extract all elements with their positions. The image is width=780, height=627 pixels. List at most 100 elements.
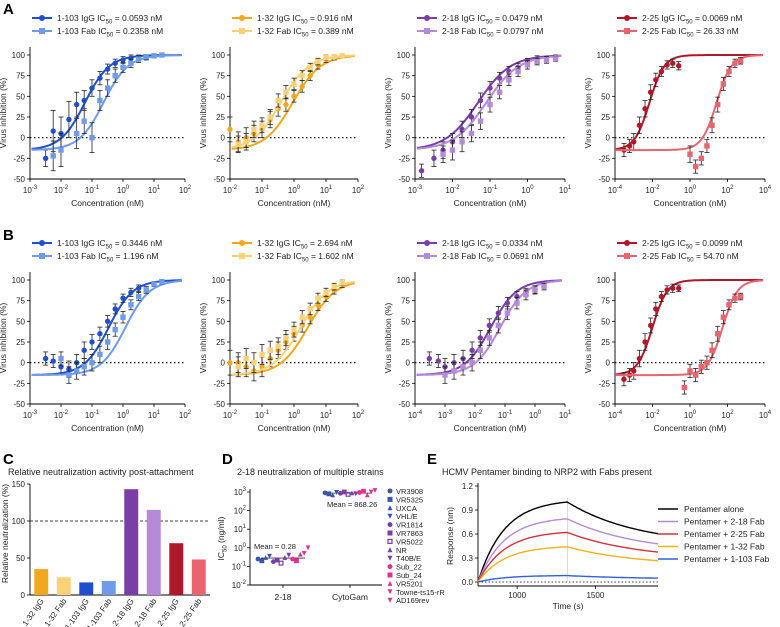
dose-a-1-series-1-legend-sub: 50 [302,33,309,39]
dose-b-0-ytick-label: 50 [16,317,25,326]
dose-b-2-series-0-legend-sub: 50 [486,245,493,251]
dose-a-3-ytick-label: -25 [598,154,610,163]
dose-a-0-xtick-label: 10-3 [23,185,38,195]
dose-a-2-series-0-legend-value: = 0.0479 nM [493,13,543,23]
panel-e-legend-label: Pentamer + 1-32 Fab [684,542,765,552]
dose-b-0-series-1-point [81,364,87,370]
dose-b-1-xlabel: Concentration (nM) [258,423,331,433]
dose-a-2-series-1-point [449,147,456,153]
dose-b-0-series-0-legend-marker [39,240,45,246]
dose-a-1-series-1-legend-value: = 0.389 nM [309,26,354,36]
dose-b-0-series-0-legend-sub: 50 [106,245,113,251]
dose-a-1-series-1-point [339,53,345,59]
panel-c-ytick-label: 0 [21,591,26,600]
dose-b-1-xtick-label: 10-1 [255,410,270,420]
dose-b-3-series-1-point [698,364,704,370]
panel-c-ytick-label: 150 [12,480,26,489]
dose-b-2-xtick-label: 10-3 [438,410,453,420]
dose-a-2-series-1-legend-value: = 0.0797 nM [494,26,544,36]
dose-a-3-series-1-point [709,122,715,128]
dose-b-3-series-1-point [726,302,732,308]
dose-a-1-xtick-label-exp: -1 [264,185,270,191]
dose-a-0-series-1-point [58,147,64,153]
dose-a-0-series-1-point [112,72,118,79]
dose-a-2-ytick-label: 100 [397,51,411,60]
panel-e-xtick-label: 1000 [508,591,526,600]
dose-a-0-xtick-label-exp: -2 [63,185,69,191]
dose-a-2-series-1-point [496,89,503,95]
dose-a-0-series-1-point [128,60,134,66]
dose-b-1-xtick-label: 100 [288,410,301,420]
dose-a-1-series-1-point [323,54,329,61]
dose-a-0-series-0-point [89,85,95,91]
dose-a-0-series-1-legend-label: 1-103 Fab IC50 = 0.2358 nM [57,26,163,39]
dose-a-3-series-0-point [636,122,643,128]
dose-b-0-series-1-point [143,287,149,293]
dose-b-0-series-0-legend-value: = 0.3446 nM [112,238,162,248]
dose-a-1-series-1-point [291,81,297,87]
dose-a-1-series-1-point [251,126,257,133]
panel-letter-b: B [3,227,14,244]
panel-d-legend-label: VR1814 [396,521,423,530]
panel-d-legend-marker [387,513,393,519]
dose-a-0-xtick-label-exp: -1 [94,185,100,191]
panel-e-legend-label: Pentamer + 2-18 Fab [684,517,765,527]
dose-a-0-series-1-point [50,153,56,159]
dose-b-0-xtick-label: 101 [148,410,161,420]
dose-a-1-xtick-label: 102 [352,185,365,195]
dose-a-0-xlabel: Concentration (nM) [71,198,144,208]
dose-a-1-xtick-label-exp: 2 [361,185,365,191]
dose-a-1-series-0-legend-marker [239,15,245,21]
panel-d-legend-label: VR5201 [396,579,423,588]
panel-d-legend-marker [387,522,393,528]
dose-b-3-series-0-point [653,306,659,312]
dose-a-3-series-0-legend-sub: 50 [686,20,693,26]
dose-b-0-series-1-point [128,302,134,308]
dose-b-3-series-0-point [664,287,670,293]
dose-a-3-xlabel: Concentration (nM) [654,198,727,208]
dose-b-1-ylabel: Virus inhibition (%) [198,302,208,373]
dose-b-1-series-0-legend-marker [239,240,245,246]
dose-b-0-series-1-legend-sub: 50 [107,258,114,264]
dose-a-3-xtick-label: 102 [721,185,734,195]
dose-a-3-series-1-legend-marker [624,28,630,34]
dose-a-1-xtick-label-exp: -2 [232,185,238,191]
dose-b-1-series-1-legend-sub: 50 [302,258,309,264]
dose-b-0-series-0-point [42,355,49,362]
dose-b-1-series-1-point [307,306,313,312]
dose-a-1-xtick-label: 101 [320,185,333,195]
panel-d-point [322,490,328,496]
dose-a-0-series-1-point [81,118,87,124]
dose-a-2-series-1-point [440,151,446,157]
dose-b-1-xtick-label: 10-2 [223,410,238,420]
dose-b-3-ytick-label: 0 [606,359,611,368]
dose-a-3-series-1-point [714,101,721,108]
panel-e-legend-label: Pentamer alone [684,504,744,514]
panel-letter-d: D [222,451,233,468]
dose-b-2-ytick-label: 100 [397,276,411,285]
dose-b-2-xtick-label-exp: -4 [417,410,423,416]
dose-a-2-series-0-point [496,75,503,81]
dose-a-1-xtick-label-exp: 1 [329,185,333,191]
dose-a-0-series-1-legend-value: = 0.2358 nM [113,26,163,36]
dose-a-1-series-1-point [275,97,281,104]
dose-b-0-series-1-point [135,293,142,300]
dose-a-1-series-1-point [283,89,289,95]
dose-a-2-series-1-legend-marker [424,28,430,34]
dose-a-3-series-1-legend-value: = 26.33 nM [694,26,739,36]
panel-d-point [255,556,261,562]
panel-letter-e: E [427,451,437,468]
panel-d-ytick-label-exp: 2 [243,506,247,512]
dose-b-3-series-1-point [687,368,693,374]
dose-a-1-series-1-legend-label: 1-32 Fab IC50 = 0.389 nM [257,26,354,39]
panel-c-bar [169,543,184,595]
dose-b-0-ytick-label: 25 [16,338,25,347]
dose-b-0-ytick-label: -50 [13,400,25,409]
dose-a-3-xtick-label: 10-4 [608,185,623,195]
panel-d-legend-marker [387,597,393,603]
dose-b-2-ytick-label: 75 [401,297,410,306]
dose-a-0-series-0-legend-marker [39,15,45,21]
dose-a-0-ytick-label: 0 [21,134,26,143]
panel-d-mean-annotation: Mean = 868.26 [327,500,377,509]
